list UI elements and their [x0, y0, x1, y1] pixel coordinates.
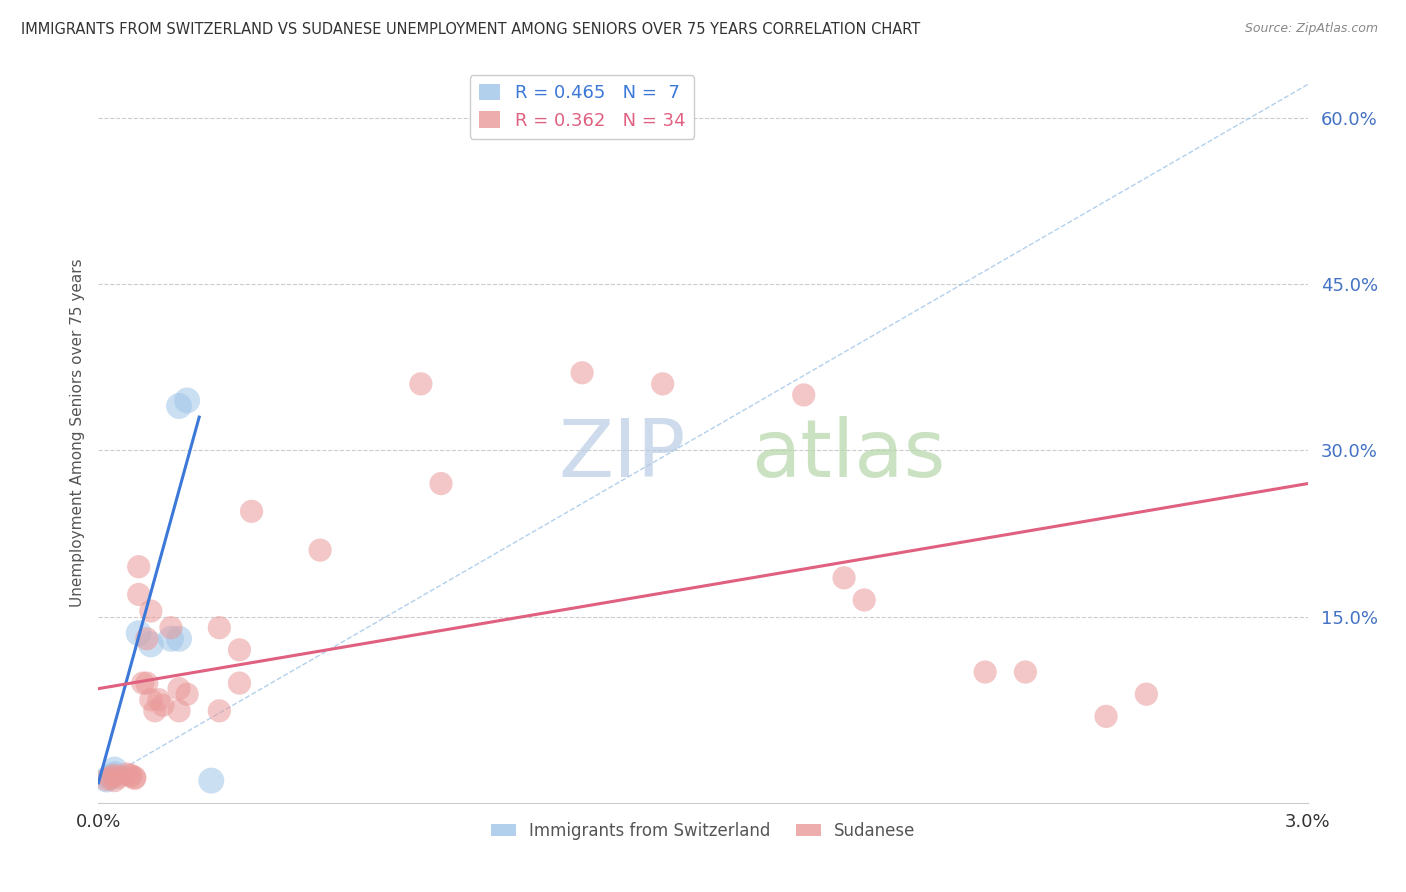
Point [160, 621, 183, 635]
Point [167, 399, 190, 413]
Point [1095, 709, 1118, 723]
Text: IMMIGRANTS FROM SWITZERLAND VS SUDANESE UNEMPLOYMENT AMONG SENIORS OVER 75 YEARS: IMMIGRANTS FROM SWITZERLAND VS SUDANESE … [21, 22, 921, 37]
Point [853, 593, 876, 607]
Point [135, 632, 157, 646]
Point [208, 704, 231, 718]
Point [651, 376, 673, 391]
Point [128, 626, 150, 640]
Point [135, 676, 157, 690]
Point [832, 571, 855, 585]
Point [208, 621, 231, 635]
Y-axis label: Unemployment Among Seniors over 75 years: Unemployment Among Seniors over 75 years [69, 259, 84, 607]
Point [132, 676, 155, 690]
Point [148, 692, 170, 706]
Point [96, 772, 118, 787]
Point [309, 543, 332, 558]
Point [1014, 665, 1036, 679]
Point [100, 770, 122, 784]
Point [1135, 687, 1157, 701]
Point [128, 587, 150, 601]
Point [115, 767, 138, 781]
Text: atlas: atlas [751, 416, 946, 494]
Point [176, 687, 198, 701]
Point [228, 643, 250, 657]
Point [974, 665, 997, 679]
Point [571, 366, 593, 380]
Point [793, 388, 815, 402]
Point [167, 704, 190, 718]
Point [128, 559, 150, 574]
Point [167, 681, 190, 696]
Point [100, 770, 122, 784]
Point [103, 767, 125, 781]
Point [139, 604, 162, 618]
Point [103, 773, 125, 788]
Point [167, 632, 190, 646]
Point [160, 632, 183, 646]
Point [200, 773, 222, 788]
Point [107, 770, 129, 784]
Point [120, 769, 142, 783]
Point [228, 676, 250, 690]
Point [139, 692, 162, 706]
Point [120, 768, 142, 782]
Legend: Immigrants from Switzerland, Sudanese: Immigrants from Switzerland, Sudanese [484, 815, 922, 847]
Text: ZIP: ZIP [558, 416, 685, 494]
Point [124, 770, 146, 784]
Point [240, 504, 263, 518]
Point [152, 698, 174, 713]
Point [409, 376, 432, 391]
Point [103, 763, 125, 777]
Point [124, 772, 146, 786]
Point [103, 768, 125, 782]
Point [176, 393, 198, 408]
Point [143, 704, 166, 718]
Point [139, 637, 162, 651]
Point [430, 476, 453, 491]
Text: Source: ZipAtlas.com: Source: ZipAtlas.com [1244, 22, 1378, 36]
Point [96, 772, 118, 787]
